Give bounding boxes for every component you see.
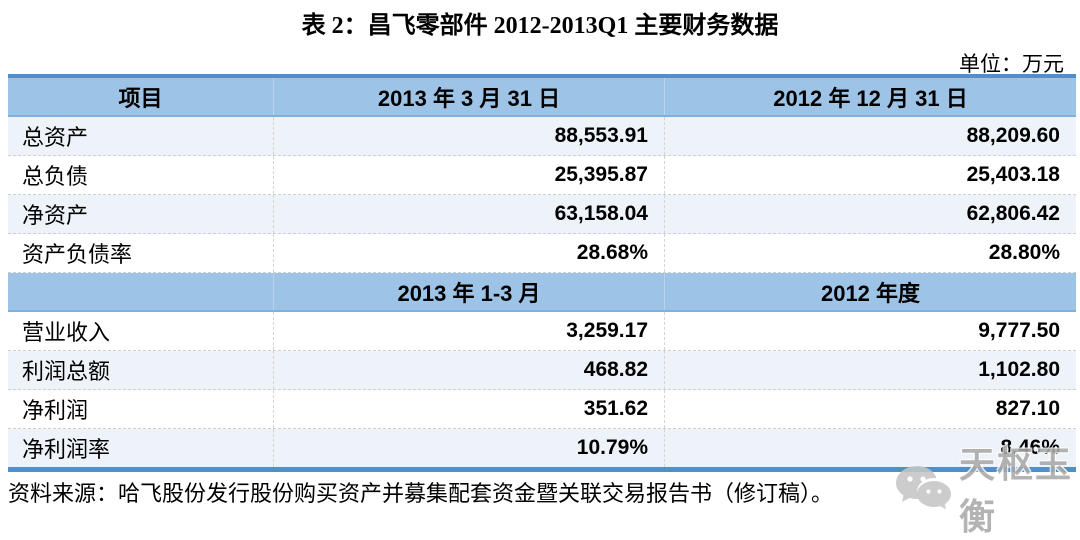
row-label: 净利润率 xyxy=(22,437,111,462)
value-2012: 25,403.18 xyxy=(664,156,1076,194)
table-row: 营业收入 3,259.17 9,777.50 xyxy=(8,312,1076,351)
table-row: 总资产 88,553.91 88,209.60 xyxy=(8,117,1076,156)
header-2012-12-31: 2012 年 12 月 31 日 xyxy=(664,78,1076,115)
value-2012: 9,777.50 xyxy=(664,312,1076,350)
header-item: 项目 xyxy=(118,85,163,111)
financial-table: 项目 2013 年 3 月 31 日 2012 年 12 月 31 日 总资产 … xyxy=(8,74,1076,472)
table-row: 净资产 63,158.04 62,806.42 xyxy=(8,195,1076,234)
value-2012: 827.10 xyxy=(664,390,1076,428)
value-2012: 88,209.60 xyxy=(664,117,1076,155)
value-2012: 8.46% xyxy=(664,429,1076,467)
row-label: 净资产 xyxy=(22,203,89,228)
row-label: 利润总额 xyxy=(22,359,111,384)
row-label: 净利润 xyxy=(22,398,89,423)
header-2012-year: 2012 年度 xyxy=(664,273,1076,310)
value-2013q1: 3,259.17 xyxy=(273,312,664,350)
value-2013q1: 63,158.04 xyxy=(273,195,664,233)
value-2013q1: 468.82 xyxy=(273,351,664,389)
table-row: 净利润率 10.79% 8.46% xyxy=(8,429,1076,467)
header-2013-03-31: 2013 年 3 月 31 日 xyxy=(273,78,664,115)
value-2013q1: 25,395.87 xyxy=(273,156,664,194)
value-2013q1: 88,553.91 xyxy=(273,117,664,155)
table-header-balance: 项目 2013 年 3 月 31 日 2012 年 12 月 31 日 xyxy=(8,78,1076,117)
value-2013q1: 10.79% xyxy=(273,429,664,467)
value-2013q1: 28.68% xyxy=(273,234,664,272)
row-label: 总负债 xyxy=(22,164,89,189)
unit-label: 单位：万元 xyxy=(959,52,1064,76)
row-label: 总资产 xyxy=(22,125,89,150)
row-label: 营业收入 xyxy=(22,320,111,345)
value-2012: 28.80% xyxy=(664,234,1076,272)
source-note: 资料来源：哈飞股份发行股份购买资产并募集配套资金暨关联交易报告书（修订稿）。 xyxy=(8,481,834,506)
header-empty xyxy=(8,273,273,310)
value-2013q1: 351.62 xyxy=(273,390,664,428)
header-2013-q1-period: 2013 年 1-3 月 xyxy=(273,273,664,310)
value-2012: 1,102.80 xyxy=(664,351,1076,389)
table-row: 利润总额 468.82 1,102.80 xyxy=(8,351,1076,390)
row-label: 资产负债率 xyxy=(22,242,133,267)
table-title: 表 2：昌飞零部件 2012-2013Q1 主要财务数据 xyxy=(301,13,779,39)
value-2012: 62,806.42 xyxy=(664,195,1076,233)
table-row: 总负债 25,395.87 25,403.18 xyxy=(8,156,1076,195)
table-row: 资产负债率 28.68% 28.80% xyxy=(8,234,1076,273)
table-header-income: 2013 年 1-3 月 2012 年度 xyxy=(8,273,1076,312)
table-row: 净利润 351.62 827.10 xyxy=(8,390,1076,429)
